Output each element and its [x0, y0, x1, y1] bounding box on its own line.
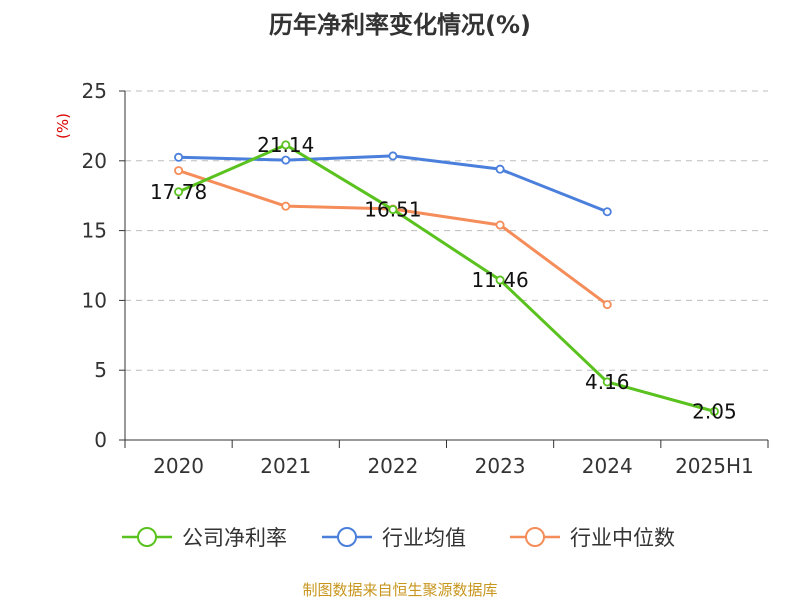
data-point[interactable] — [495, 220, 505, 230]
y-axis-unit-label: (%) — [54, 113, 72, 139]
y-tick-label: 10 — [82, 288, 107, 312]
axes: 0 5 10 15 20 25 2020 2021 2022 2023 2024 2025H1 — [82, 79, 769, 478]
legend-item-1[interactable]: 行业均值 — [322, 526, 466, 550]
data-point[interactable] — [602, 377, 612, 387]
legend[interactable]: 公司净利率 行业均值 行业中位数 — [122, 526, 675, 550]
series-lines — [174, 140, 719, 416]
data-point[interactable] — [174, 152, 184, 162]
legend-label: 公司净利率 — [182, 526, 287, 550]
legend-item-0[interactable]: 公司净利率 — [122, 526, 287, 550]
data-point[interactable] — [281, 140, 291, 150]
legend-label: 行业中位数 — [570, 526, 675, 550]
grid-lines — [125, 90, 768, 371]
data-point[interactable] — [174, 187, 184, 197]
legend-marker-icon — [337, 527, 357, 547]
data-point[interactable] — [602, 300, 612, 310]
data-label: 2.05 — [692, 399, 737, 423]
x-tick-label: 2025H1 — [675, 454, 754, 478]
series-line-2 — [177, 169, 609, 307]
y-tick-label: 20 — [82, 149, 107, 173]
x-tick-label: 2024 — [582, 454, 633, 478]
data-label: 16.51 — [364, 198, 421, 222]
data-point[interactable] — [495, 275, 505, 285]
data-label: 21.14 — [257, 133, 314, 157]
data-point[interactable] — [388, 151, 398, 161]
data-point[interactable] — [602, 207, 612, 217]
x-tick-label: 2022 — [367, 454, 418, 478]
data-point[interactable] — [388, 205, 398, 215]
data-label: 11.46 — [471, 268, 528, 292]
y-tick-label: 25 — [82, 79, 107, 103]
data-point[interactable] — [281, 155, 291, 165]
legend-item-2[interactable]: 行业中位数 — [510, 526, 675, 550]
data-label: 17.78 — [150, 180, 207, 204]
data-point[interactable] — [495, 164, 505, 174]
x-tick-label: 2023 — [475, 454, 526, 478]
y-tick-label: 5 — [94, 358, 107, 382]
data-labels: 17.78 21.14 16.51 11.46 4.16 2.05 — [150, 133, 737, 423]
legend-marker-icon — [525, 527, 545, 547]
x-tick-label: 2020 — [153, 454, 204, 478]
data-point[interactable] — [709, 406, 719, 416]
source-note: 制图数据来自恒生聚源数据库 — [302, 581, 497, 599]
legend-label: 行业均值 — [382, 526, 466, 550]
data-label: 4.16 — [585, 370, 630, 394]
y-tick-label: 15 — [82, 219, 107, 243]
legend-marker-icon — [137, 527, 157, 547]
x-tick-label: 2021 — [260, 454, 311, 478]
series-line-0 — [177, 143, 716, 413]
data-point[interactable] — [281, 201, 291, 211]
chart-title: 历年净利率变化情况(%) — [269, 11, 531, 39]
data-point[interactable] — [174, 166, 184, 176]
y-tick-label: 0 — [94, 428, 107, 452]
